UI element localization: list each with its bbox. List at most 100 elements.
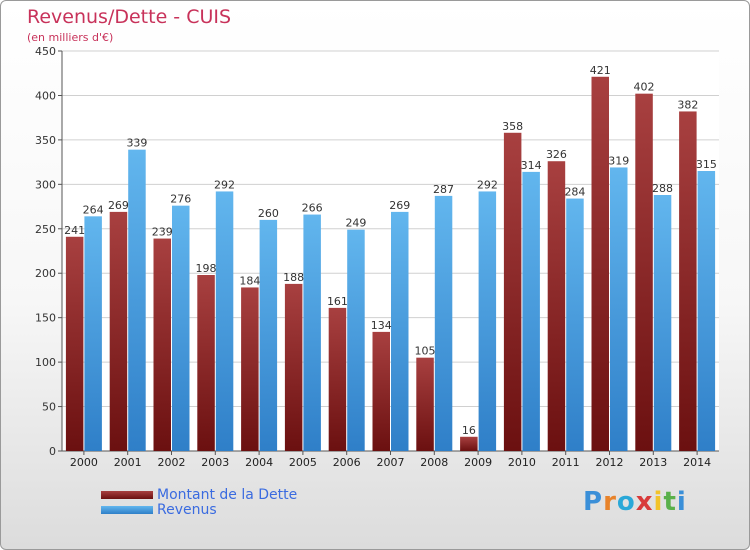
x-tick-label: 2001: [114, 456, 142, 469]
logo-letter: t: [663, 487, 677, 517]
data-label-revenus: 269: [389, 199, 410, 212]
bar-dette: [284, 283, 303, 451]
bar-dette: [547, 161, 566, 451]
legend-swatch-dette: [101, 491, 153, 499]
axes: 0 50 100 150 200 250 300 350 400 450 2000 2001 2002 2…: [35, 45, 719, 469]
data-label-revenus: 276: [170, 193, 191, 206]
y-tick-label: 350: [35, 134, 56, 147]
logo-letter: P: [583, 487, 604, 517]
x-tick-label: 2000: [70, 456, 98, 469]
bar-revenus: [259, 219, 278, 451]
bar-dette: [65, 236, 84, 451]
bar-dette: [679, 111, 697, 451]
data-label-revenus: 315: [696, 158, 717, 171]
bar-revenus: [522, 171, 540, 451]
x-tick-label: 2008: [420, 456, 448, 469]
proxiti-logo: Proxiti: [583, 487, 687, 517]
bar-dette: [416, 357, 434, 451]
y-tick-label: 450: [35, 45, 56, 58]
data-label-revenus: 284: [564, 186, 585, 199]
data-label-dette: 402: [634, 81, 655, 94]
logo-letter: i: [676, 487, 687, 517]
x-tick-label: 2013: [639, 456, 667, 469]
data-label-dette: 16: [462, 424, 476, 437]
logo-letter: r: [603, 487, 617, 517]
y-tick-label: 400: [35, 89, 56, 102]
y-tick-label: 300: [35, 178, 56, 191]
data-label-dette: 184: [239, 274, 260, 287]
bar-revenus: [434, 195, 453, 451]
plot-area: [62, 51, 719, 451]
bar-dette: [460, 436, 478, 451]
x-tick-label: 2014: [683, 456, 711, 469]
data-label-dette: 382: [677, 98, 698, 111]
bar-dette: [109, 211, 128, 451]
chart-title: Revenus/Dette - CUIS: [27, 6, 232, 28]
data-label-revenus: 292: [214, 178, 235, 191]
x-tick-label: 2002: [158, 456, 186, 469]
data-label-dette: 198: [196, 262, 217, 275]
bar-revenus: [610, 167, 628, 451]
x-tick-label: 2009: [464, 456, 492, 469]
x-tick-label: 2011: [552, 456, 580, 469]
bar-revenus: [172, 205, 190, 451]
y-tick-label: 100: [35, 356, 56, 369]
data-label-revenus: 260: [258, 207, 279, 220]
bar-revenus: [347, 229, 365, 451]
logo-letter: o: [616, 487, 636, 517]
legend-swatch-revenus: [101, 506, 153, 514]
x-tick-label: 2007: [377, 456, 405, 469]
data-label-dette: 105: [415, 345, 436, 358]
y-tick-label: 200: [35, 267, 56, 280]
grid-lines: [62, 50, 719, 451]
x-tick-label: 2010: [508, 456, 536, 469]
bar-dette: [153, 238, 171, 451]
legend-label-dette: Montant de la Dette: [157, 487, 298, 503]
bar-dette: [635, 93, 653, 452]
data-label-dette: 239: [152, 226, 173, 239]
bar-revenus: [566, 198, 584, 451]
data-label-dette: 188: [283, 271, 304, 284]
bar-revenus: [697, 171, 716, 451]
data-label-revenus: 264: [83, 203, 104, 216]
x-tick-label: 2003: [201, 456, 229, 469]
bar-revenus: [303, 214, 321, 451]
data-label-dette: 326: [546, 148, 567, 161]
data-label-revenus: 249: [345, 217, 366, 230]
bar-dette: [197, 275, 215, 451]
data-label-revenus: 314: [521, 159, 542, 172]
y-tick-label: 50: [42, 401, 56, 414]
data-label-dette: 358: [502, 120, 523, 133]
data-label-dette: 421: [590, 64, 611, 77]
y-tick-label: 150: [35, 312, 56, 325]
data-label-dette: 161: [327, 295, 348, 308]
bar-revenus: [391, 211, 409, 451]
logo-letter: i: [653, 487, 664, 517]
y-tick-label: 250: [35, 223, 56, 236]
x-tick-label: 2006: [333, 456, 361, 469]
bar-dette: [328, 307, 347, 451]
bar-revenus: [653, 195, 672, 451]
bar-dette: [372, 331, 390, 451]
bar-revenus: [215, 191, 234, 451]
bar-dette: [503, 132, 522, 451]
chart-subtitle: (en milliers d'€): [27, 31, 114, 44]
x-tick-label: 2004: [245, 456, 273, 469]
data-label-revenus: 319: [608, 154, 629, 167]
data-labels: 241 264 269 339 239 276 198 292 184 260 188 266 161 2…: [64, 64, 717, 437]
bar-dette: [591, 76, 609, 452]
legend-label-revenus: Revenus: [157, 502, 217, 518]
bar-revenus: [478, 191, 497, 451]
data-label-revenus: 287: [433, 183, 454, 196]
bar-revenus: [84, 216, 102, 451]
data-label-dette: 269: [108, 199, 129, 212]
data-label-dette: 134: [371, 319, 392, 332]
bar-revenus: [128, 149, 146, 451]
data-label-dette: 241: [64, 224, 85, 237]
data-label-revenus: 266: [302, 202, 323, 215]
y-tick-label: 0: [49, 445, 56, 458]
data-label-revenus: 288: [652, 182, 673, 195]
logo-letter: x: [635, 487, 654, 517]
